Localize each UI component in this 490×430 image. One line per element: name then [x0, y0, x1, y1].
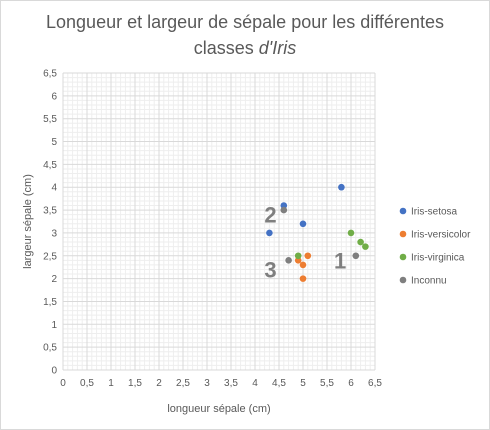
data-point	[347, 229, 355, 237]
x-tick-label: 3	[204, 378, 210, 389]
chart-title-line2-prefix: classes	[193, 38, 259, 58]
chart-title-line1: Longueur et largeur de sépale pour les d…	[46, 12, 444, 32]
x-tick-label: 2,5	[176, 378, 190, 389]
y-tick-label: 6	[51, 91, 57, 102]
x-tick-label: 5,5	[320, 378, 334, 389]
x-tick-label: 6,5	[368, 378, 382, 389]
x-tick-label: 0	[60, 378, 66, 389]
x-tick-label: 4	[252, 378, 258, 389]
y-tick-label: 5,5	[43, 114, 57, 125]
annotation-label: 1	[334, 248, 346, 273]
x-tick-label: 0,5	[80, 378, 94, 389]
y-tick-label: 1	[51, 320, 57, 331]
y-tick-label: 4	[51, 183, 57, 194]
data-point	[294, 252, 302, 260]
data-point	[299, 275, 307, 282]
x-tick-label: 5	[300, 378, 306, 389]
legend-label: Iris-versicolor	[411, 230, 471, 241]
x-tick-label: 6	[348, 378, 354, 389]
legend-marker	[399, 253, 407, 261]
data-point	[352, 252, 360, 260]
x-tick-label: 1	[108, 378, 114, 389]
x-axis-title: longueur sépale (cm)	[167, 403, 270, 415]
data-point	[299, 261, 307, 269]
y-tick-label: 4,5	[43, 160, 57, 171]
annotation-label: 3	[264, 257, 276, 282]
y-tick-label: 0,5	[43, 343, 57, 354]
x-tick-label: 2	[156, 378, 162, 389]
chart-title: Longueur et largeur de sépale pour les d…	[1, 9, 489, 61]
y-tick-label: 5	[51, 137, 57, 148]
y-tick-label: 1,5	[43, 297, 57, 308]
y-tick-label: 3,5	[43, 206, 57, 217]
legend-marker	[399, 230, 407, 238]
data-point	[280, 206, 288, 214]
data-point	[338, 183, 345, 191]
legend-label: Iris-setosa	[411, 207, 458, 218]
data-point	[280, 202, 288, 209]
data-point	[362, 243, 369, 250]
x-tick-label: 4,5	[272, 378, 286, 389]
data-point	[266, 229, 273, 237]
legend-label: Iris-virginica	[411, 253, 465, 264]
y-tick-label: 6,5	[43, 69, 57, 80]
data-point	[294, 257, 302, 264]
y-tick-label: 2	[51, 274, 57, 285]
y-axis-title: largeur sépale (cm)	[22, 174, 34, 269]
chart-title-line2-italic: d'Iris	[258, 38, 297, 58]
y-tick-label: 3	[51, 228, 57, 239]
legend-label: Inconnu	[411, 276, 447, 287]
x-tick-label: 1,5	[128, 378, 142, 389]
y-tick-label: 2,5	[43, 251, 57, 262]
chart-title-line2: classes d'Iris	[1, 35, 489, 61]
annotation-label: 2	[264, 203, 276, 228]
x-tick-label: 3,5	[224, 378, 238, 389]
y-tick-label: 0	[51, 366, 57, 377]
data-point	[299, 220, 307, 228]
data-point	[357, 238, 364, 246]
data-point	[304, 252, 312, 260]
legend-marker	[399, 207, 407, 215]
data-point	[285, 257, 292, 264]
legend-marker	[399, 276, 407, 284]
